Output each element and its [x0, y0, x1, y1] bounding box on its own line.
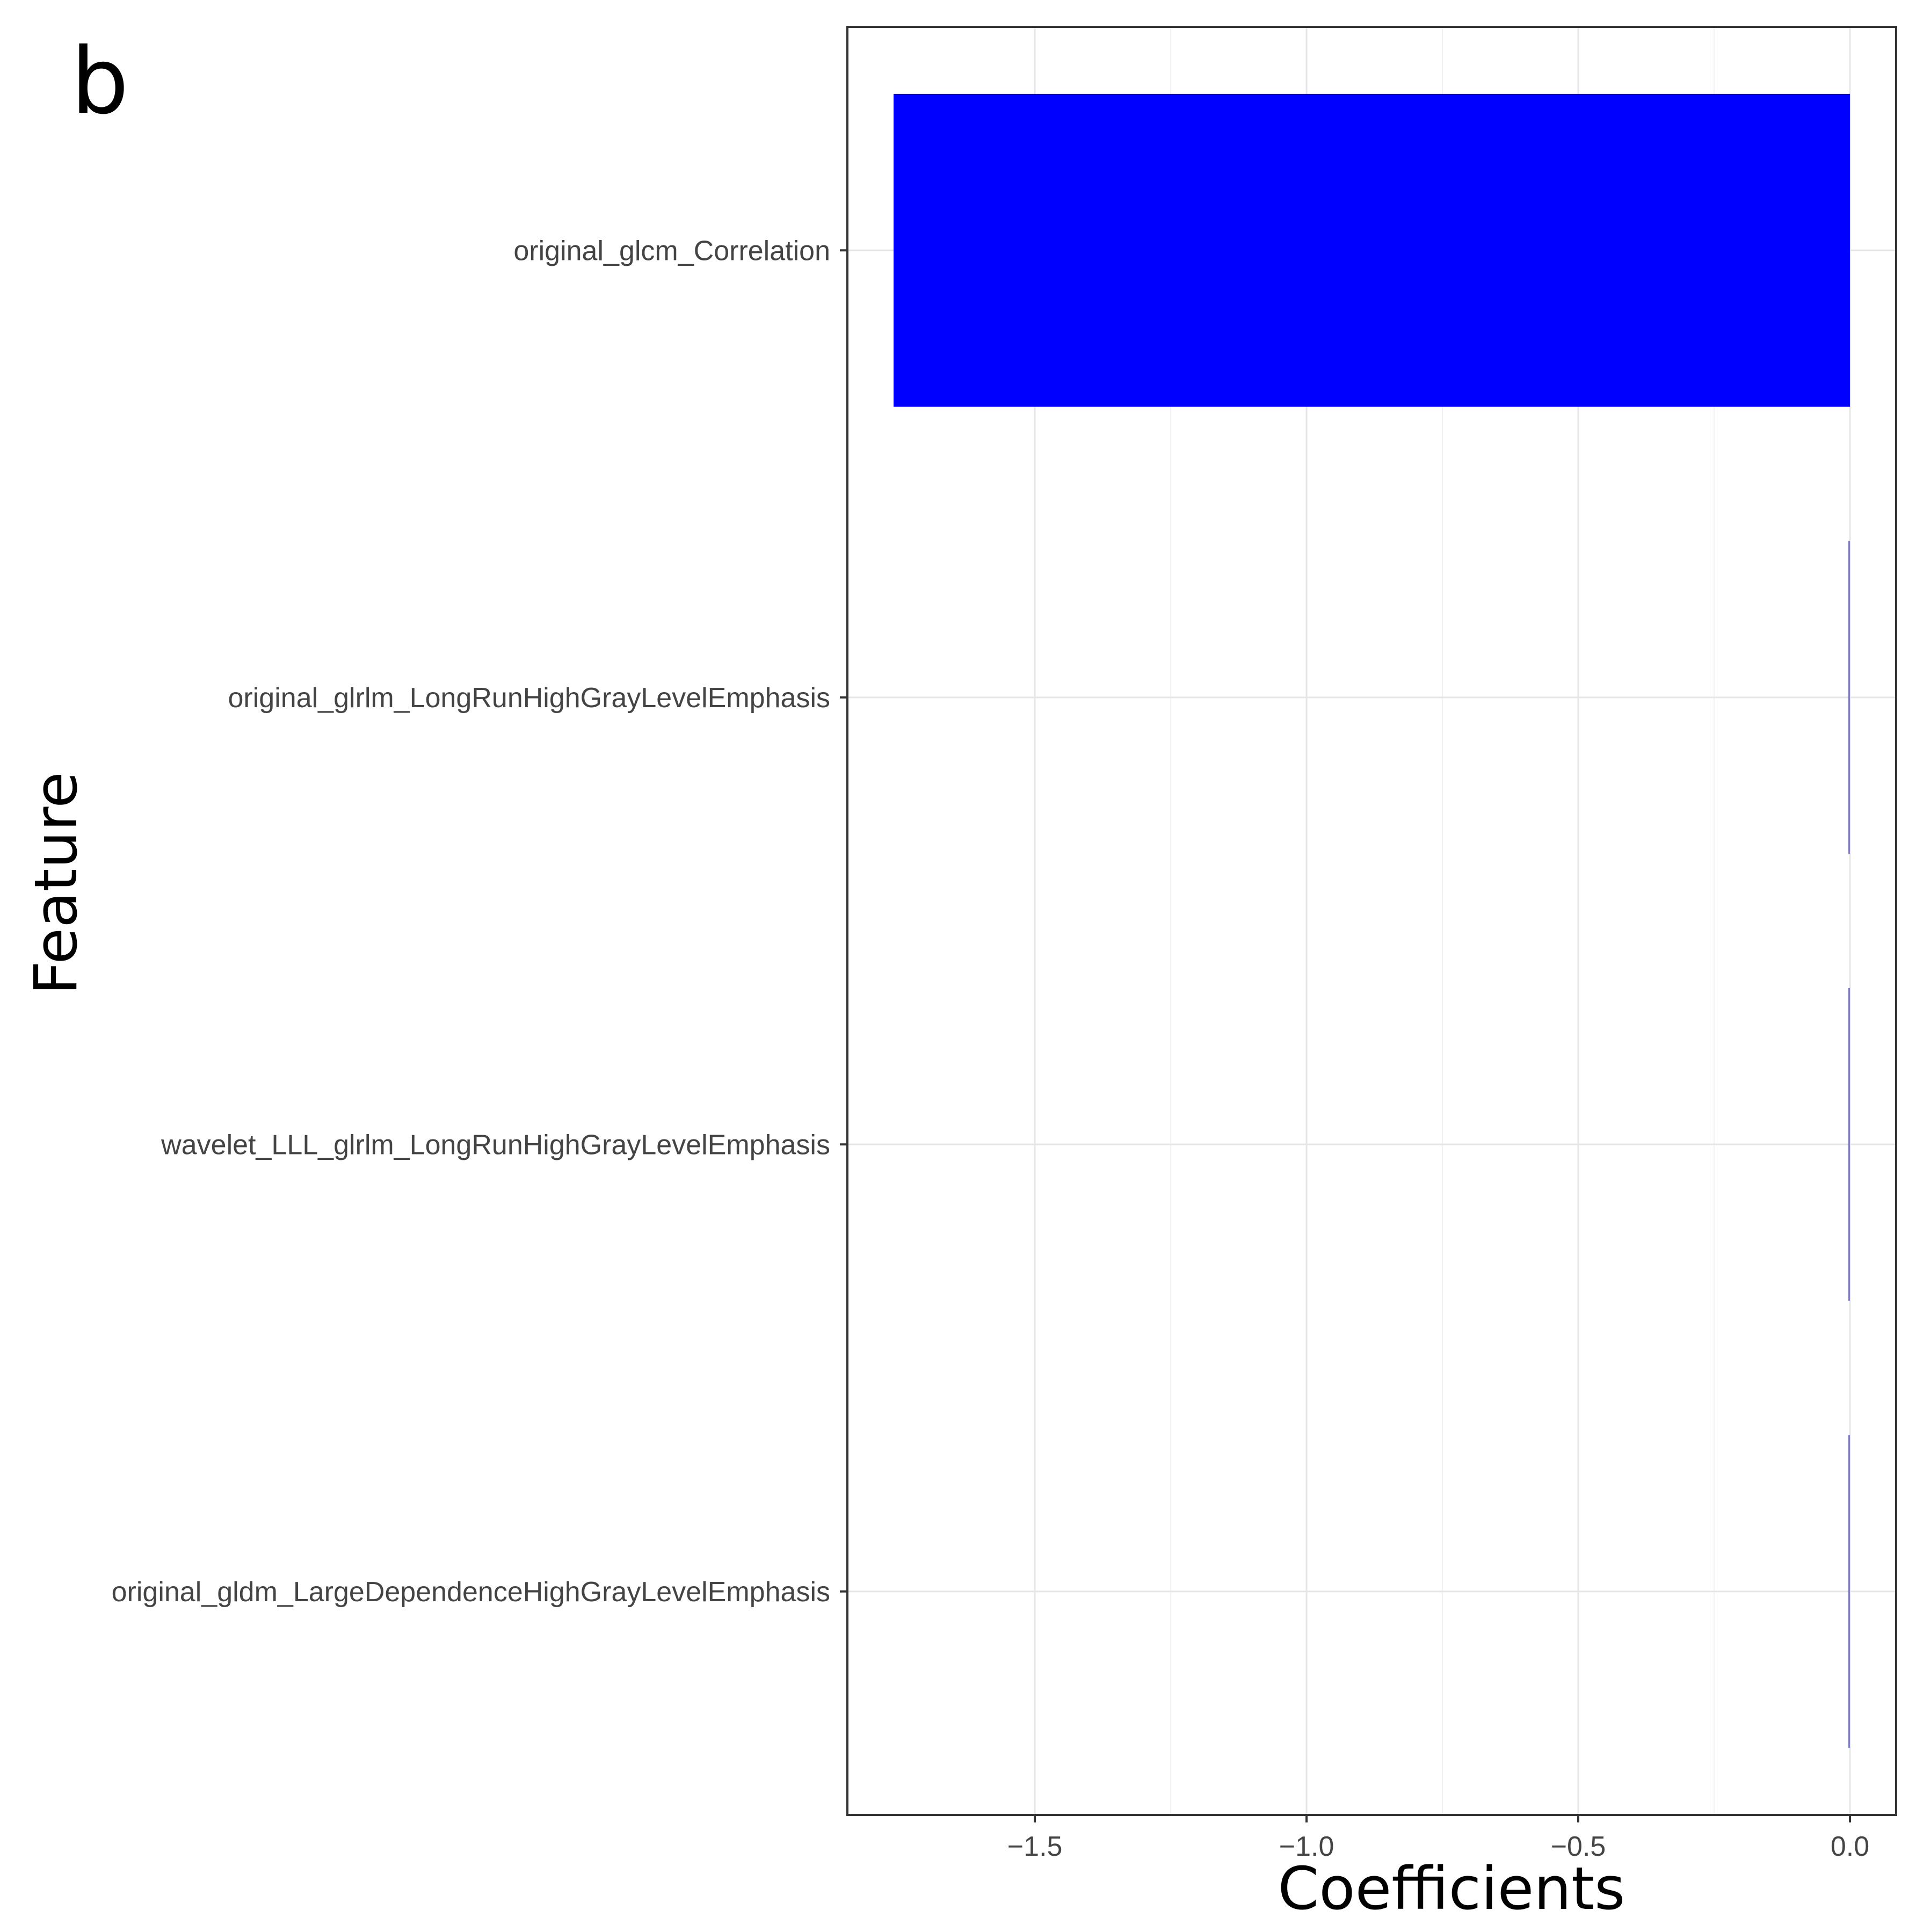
y-axis-title: Feature	[21, 772, 90, 995]
bar-2	[1848, 541, 1850, 854]
y-tick-label: wavelet_LLL_glrlm_LongRunHighGrayLevelEm…	[161, 1129, 830, 1160]
bar-4	[1848, 1435, 1850, 1748]
x-axis-title: Coefficients	[1278, 1854, 1625, 1923]
y-tick-label: original_glrlm_LongRunHighGrayLevelEmpha…	[228, 682, 830, 714]
y-axis: original_glcm_Correlation original_glrlm_…	[112, 235, 847, 1608]
y-tick-label: original_gldm_LargeDependenceHighGrayLev…	[112, 1577, 830, 1608]
y-tick-label: original_glcm_Correlation	[513, 235, 830, 266]
x-axis: −1.5 −1.0 −0.5 0.0	[1007, 1815, 1869, 1862]
x-tick-label: −1.0	[1279, 1831, 1334, 1862]
x-tick-label: −0.5	[1551, 1831, 1606, 1862]
bars	[894, 93, 1850, 1748]
x-tick-label: −1.5	[1007, 1831, 1063, 1862]
panel-letter: b	[71, 28, 129, 135]
plot-panel-border	[846, 26, 1897, 1816]
x-tick-label: 0.0	[1831, 1831, 1869, 1862]
bar-3	[1848, 987, 1850, 1301]
bar-1	[894, 93, 1850, 407]
